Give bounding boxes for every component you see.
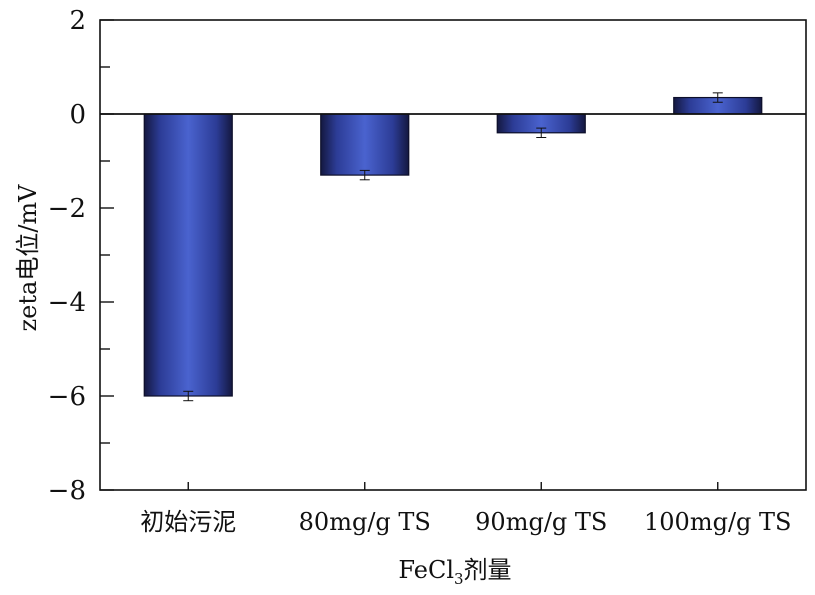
x-axis-label-tail: 剂量 [464,556,512,584]
y-tick-label: −6 [48,382,86,412]
y-tick-label: −8 [48,476,86,506]
bar [320,113,410,176]
x-tick-label: 90mg/g TS [475,508,607,536]
y-axis-label: zeta电位/mV [14,184,42,332]
x-tick-label: 初始污泥 [140,508,236,536]
x-axis-label-main: FeCl [398,556,454,584]
bar [143,113,233,397]
y-tick-label: 0 [69,100,86,130]
x-axis-label-subscript: 3 [454,570,464,588]
x-axis-label: FeCl3剂量 [398,556,511,588]
x-tick-label: 80mg/g TS [299,508,431,536]
y-tick-label: −2 [48,194,86,224]
y-tick-label: 2 [69,6,86,36]
plot-area: 2 0 −2 −4 −6 −8 初始污泥 80mg/g TS 90mg/g TS 100mg/g … [48,6,807,536]
x-tick-label: 100mg/g TS [644,508,791,536]
y-tick-label: −4 [48,288,86,318]
